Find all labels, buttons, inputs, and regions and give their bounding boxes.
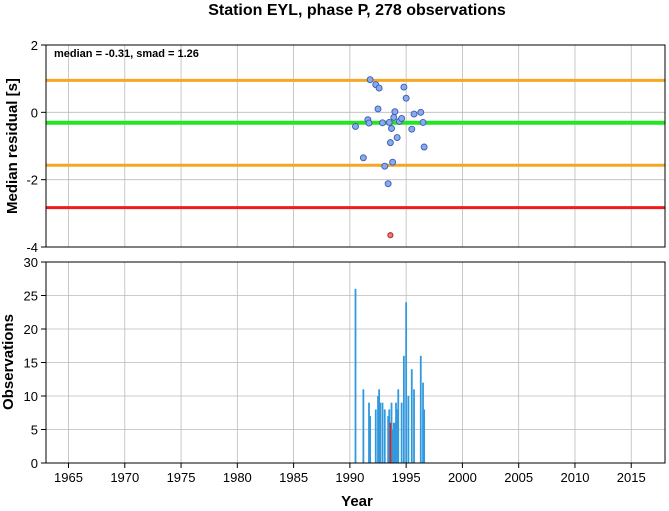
observations-y-tick-label: 5: [31, 423, 38, 438]
observations-y-tick-label: 0: [31, 456, 38, 471]
observation-bar: [379, 402, 382, 463]
observation-bar: [405, 302, 408, 463]
residual-point: [410, 110, 418, 118]
observations-y-axis-label: Observations: [0, 314, 17, 410]
observation-bar: [423, 409, 426, 463]
observation-bar: [422, 382, 424, 463]
observation-bar: [383, 409, 386, 463]
residual-point: [420, 143, 428, 151]
chart-title: Station EYL, phase P, 278 observations: [208, 2, 506, 19]
x-tick-label: 1970: [110, 470, 139, 485]
observations-panel: 0 5 10 15 20 25 30 1965 1970 1975 1980 1985 1990 199…: [0, 255, 666, 510]
observation-bars: [354, 288, 426, 463]
observation-bar: [354, 288, 357, 463]
residual-point: [381, 162, 389, 170]
observation-bar: [410, 369, 413, 463]
residual-point: [402, 94, 410, 102]
residual-y-tick-label: -4: [26, 240, 38, 255]
x-tick-label: 1995: [392, 470, 421, 485]
residual-points: [352, 76, 428, 239]
observation-bar: [387, 416, 390, 463]
residual-point: [386, 139, 394, 147]
observation-bar: [362, 389, 365, 463]
residual-point: [374, 105, 382, 113]
observations-y-tick-label: 20: [24, 322, 38, 337]
observation-bar: [397, 389, 400, 463]
residual-y-ticks: -4 -2 0 2: [26, 38, 46, 255]
observation-bar: [395, 402, 397, 463]
residual-point: [400, 83, 408, 91]
observation-bar: [377, 396, 379, 463]
residual-point: [384, 180, 392, 188]
x-tick-label: 1990: [335, 470, 364, 485]
residual-point: [352, 123, 359, 130]
residual-y-tick-label: -2: [26, 173, 38, 188]
residual-point: [366, 76, 374, 84]
observations-y-tick-label: 15: [24, 356, 38, 371]
observation-bar: [402, 355, 405, 463]
residual-point: [365, 119, 373, 127]
observation-bar: [392, 422, 395, 463]
x-tick-label: 1985: [279, 470, 308, 485]
observation-bar: [419, 355, 422, 463]
reference-lines: [46, 78, 665, 210]
residual-point: [390, 113, 398, 121]
observation-bar: [413, 389, 415, 463]
observations-y-tick-label: 25: [24, 289, 38, 304]
observation-bar: [396, 409, 399, 463]
observation-bar: [407, 396, 410, 463]
observations-y-tick-label: 30: [24, 255, 38, 270]
residual-point: [359, 154, 367, 162]
residual-point: [398, 114, 406, 122]
residual-point: [389, 158, 397, 166]
residual-y-tick-label: 0: [31, 105, 38, 120]
observation-bar: [368, 402, 370, 463]
residual-point: [388, 125, 395, 132]
x-tick-label: 2005: [504, 470, 533, 485]
outlier-point: [387, 232, 394, 239]
observation-bar: [388, 409, 391, 463]
observations-y-tick-label: 10: [24, 389, 38, 404]
observation-bar: [400, 402, 403, 463]
year-x-ticks: 1965 1970 1975 1980 1985 1990 1995 2000 2005 2010…: [54, 463, 646, 485]
observations-y-ticks: 0 5 10 15 20 25 30: [24, 255, 46, 471]
x-tick-label: 2000: [448, 470, 477, 485]
x-tick-label: 2010: [561, 470, 590, 485]
x-tick-label: 1980: [223, 470, 252, 485]
observation-bar: [369, 416, 372, 463]
x-tick-label: 1965: [54, 470, 83, 485]
residual-point: [419, 118, 427, 126]
residual-point: [417, 108, 425, 116]
outlier-bar: [389, 422, 392, 463]
residual-panel: -4 -2 0 2 median = -0.31, smad = 1.26 Media…: [4, 38, 666, 255]
observation-bar: [374, 409, 377, 463]
median-smad-annotation: median = -0.31, smad = 1.26: [54, 48, 199, 60]
residual-grid: [46, 44, 665, 248]
residual-point: [393, 134, 401, 142]
observation-bar: [393, 422, 396, 463]
x-tick-label: 2015: [617, 470, 646, 485]
observation-bar: [390, 402, 393, 463]
residual-point: [375, 84, 383, 92]
residual-panel-frame: [45, 44, 666, 248]
residual-y-axis-label: Median residual [s]: [4, 78, 21, 214]
observation-bar: [378, 389, 381, 463]
residual-y-tick-label: 2: [31, 38, 38, 53]
observation-bar: [391, 429, 394, 463]
residual-point: [379, 119, 386, 127]
observation-bar: [381, 402, 384, 463]
residual-point: [408, 125, 416, 133]
residual-point: [391, 108, 399, 116]
residual-point: [385, 118, 393, 126]
x-axis-label: Year: [341, 493, 373, 510]
x-tick-label: 1975: [167, 470, 196, 485]
